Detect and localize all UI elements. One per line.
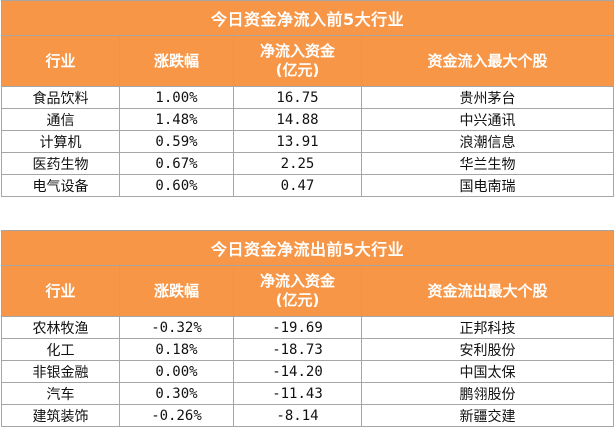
table-row: 通信 1.48% 14.88 中兴通讯 (1, 108, 615, 131)
change-cell: 0.59% (119, 130, 234, 153)
table-row: 食品饮料 1.00% 16.75 贵州茅台 (1, 86, 615, 109)
table-row: 非银金融 0.00% -14.20 中国太保 (1, 360, 615, 383)
header-net-inflow-line1: 净流入资金 (259, 272, 335, 290)
outflow-title: 今日资金净流出前5大行业 (0, 230, 615, 266)
header-industry: 行业 (1, 35, 120, 87)
header-change: 涨跌幅 (119, 265, 234, 317)
change-cell: 0.67% (119, 152, 234, 175)
industry-cell: 计算机 (1, 130, 120, 153)
table-row: 农林牧渔 -0.32% -19.69 正邦科技 (1, 316, 615, 339)
inflow-panel: 今日资金净流入前5大行业 行业 涨跌幅 净流入资金 (亿元) 资金流入最大个股 … (0, 0, 615, 197)
header-top-stock: 资金流出最大个股 (360, 265, 615, 317)
stock-cell: 新疆交建 (360, 404, 615, 427)
stock-cell: 国电南瑞 (360, 174, 615, 197)
amount-cell: -8.14 (233, 404, 362, 427)
stock-cell: 鹏翎股份 (360, 382, 615, 405)
change-cell: -0.26% (119, 404, 234, 427)
change-cell: -0.32% (119, 316, 234, 339)
change-cell: 0.30% (119, 382, 234, 405)
change-cell: 1.48% (119, 108, 234, 131)
industry-cell: 农林牧渔 (1, 316, 120, 339)
header-industry: 行业 (1, 265, 120, 317)
header-net-inflow: 净流入资金 (亿元) (233, 265, 362, 317)
industry-cell: 建筑装饰 (1, 404, 120, 427)
industry-cell: 通信 (1, 108, 120, 131)
amount-cell: 13.91 (233, 130, 362, 153)
stock-cell: 中国太保 (360, 360, 615, 383)
table-row: 医药生物 0.67% 2.25 华兰生物 (1, 152, 615, 175)
stock-cell: 安利股份 (360, 338, 615, 361)
industry-cell: 汽车 (1, 382, 120, 405)
inflow-table: 今日资金净流入前5大行业 行业 涨跌幅 净流入资金 (亿元) 资金流入最大个股 … (0, 0, 615, 197)
header-top-stock: 资金流入最大个股 (360, 35, 615, 87)
stock-cell: 华兰生物 (360, 152, 615, 175)
header-net-inflow-unit: (亿元) (275, 61, 320, 79)
header-net-inflow: 净流入资金 (亿元) (233, 35, 362, 87)
change-cell: 0.60% (119, 174, 234, 197)
amount-cell: 14.88 (233, 108, 362, 131)
industry-cell: 化工 (1, 338, 120, 361)
amount-cell: -18.73 (233, 338, 362, 361)
outflow-panel: 今日资金净流出前5大行业 行业 涨跌幅 净流入资金 (亿元) 资金流出最大个股 … (0, 230, 615, 427)
industry-cell: 食品饮料 (1, 86, 120, 109)
stock-cell: 贵州茅台 (360, 86, 615, 109)
amount-cell: 16.75 (233, 86, 362, 109)
stock-cell: 中兴通讯 (360, 108, 615, 131)
table-row: 建筑装饰 -0.26% -8.14 新疆交建 (1, 404, 615, 427)
industry-cell: 非银金融 (1, 360, 120, 383)
table-row: 电气设备 0.60% 0.47 国电南瑞 (1, 174, 615, 197)
change-cell: 0.00% (119, 360, 234, 383)
stock-cell: 正邦科技 (360, 316, 615, 339)
amount-cell: 2.25 (233, 152, 362, 175)
inflow-title: 今日资金净流入前5大行业 (0, 0, 615, 36)
table-row: 汽车 0.30% -11.43 鹏翎股份 (1, 382, 615, 405)
amount-cell: -11.43 (233, 382, 362, 405)
change-cell: 1.00% (119, 86, 234, 109)
table-row: 计算机 0.59% 13.91 浪潮信息 (1, 130, 615, 153)
outflow-table: 今日资金净流出前5大行业 行业 涨跌幅 净流入资金 (亿元) 资金流出最大个股 … (0, 230, 615, 427)
table-row: 化工 0.18% -18.73 安利股份 (1, 338, 615, 361)
change-cell: 0.18% (119, 338, 234, 361)
industry-cell: 医药生物 (1, 152, 120, 175)
industry-cell: 电气设备 (1, 174, 120, 197)
amount-cell: -14.20 (233, 360, 362, 383)
amount-cell: 0.47 (233, 174, 362, 197)
header-net-inflow-unit: (亿元) (275, 291, 320, 309)
header-change: 涨跌幅 (119, 35, 234, 87)
stock-cell: 浪潮信息 (360, 130, 615, 153)
header-net-inflow-line1: 净流入资金 (259, 42, 335, 60)
amount-cell: -19.69 (233, 316, 362, 339)
